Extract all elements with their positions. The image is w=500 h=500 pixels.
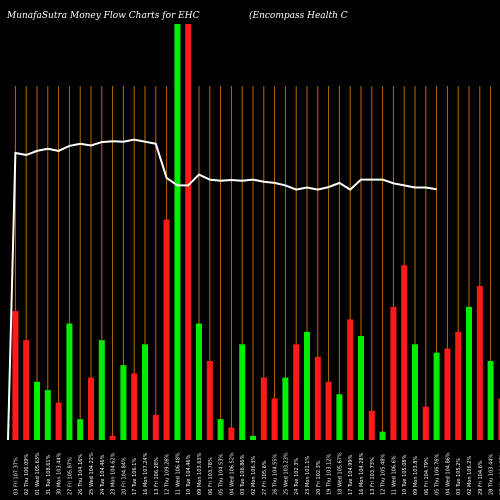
x-tick-label: 16 Mon 104.28% (359, 452, 365, 495)
money-flow-bar (271, 398, 278, 440)
x-tick-label: 30 Mon 103.44% (57, 452, 63, 495)
money-flow-bars (12, 24, 500, 440)
money-flow-bar (358, 336, 364, 440)
money-flow-bar (304, 331, 310, 440)
x-tick-label: 02 Mon 106.3% (251, 456, 257, 495)
money-flow-bar (466, 306, 472, 440)
money-flow-bar (77, 419, 84, 440)
money-flow-bar (163, 219, 170, 440)
money-flow-bar (336, 394, 343, 440)
money-flow-bar (55, 402, 62, 440)
x-tick-label: 25 Wed 104.22% (89, 452, 95, 495)
x-tick-label: 29 Fri 104.6% (478, 460, 484, 495)
x-tick-label: 02 Thu 106.09% (24, 454, 30, 495)
money-flow-bar (12, 311, 19, 440)
x-tick-label: 04 Wed 106.52% (229, 452, 235, 495)
x-tick-label: 23 Mon 104.62% (111, 452, 117, 495)
x-tick-label: 04 Wed 104.86% (445, 452, 451, 495)
money-flow-bar (476, 286, 483, 440)
money-flow-bar (444, 348, 451, 440)
price-line (7, 138, 437, 441)
x-tick-label: 20 Fri 104.84% (121, 457, 127, 495)
money-flow-bar (260, 377, 267, 440)
x-tick-labels: 03 Fri 107.37% 02 Thu 106.09% 01 Wed 105.6… (13, 452, 500, 495)
x-tick-label: 13 Fri 106.28% (154, 457, 160, 495)
x-tick-label: 26 Thu 104.55% (273, 454, 279, 495)
x-tick-label: 12 Thu 105.48% (381, 454, 387, 495)
money-flow-bar (217, 419, 224, 440)
money-flow-bar (34, 381, 40, 440)
chart-title: MunafaSutra Money Flow Charts for EHC (7, 11, 200, 21)
x-tick-label: 24 Tue 104.46% (100, 454, 106, 495)
x-tick-label: 01 Wed 105.63% (35, 452, 41, 495)
x-tick-label: 03 Tue 106.86% (240, 454, 246, 495)
x-tick-label: 18 Wed 105.67% (337, 452, 343, 495)
money-flow-bar (433, 352, 440, 440)
x-tick-label: 13 Fri 103.73% (370, 457, 376, 495)
money-flow-bar (131, 373, 138, 440)
x-tick-label: 05 Thu 104.53% (219, 454, 225, 495)
x-tick-label: 06 Fri 104.79% (424, 457, 430, 495)
x-tick-label: 27 Fri 105.87% (67, 457, 73, 495)
x-tick-label: 03 Tue 105.2% (456, 458, 462, 495)
x-tick-label: 20 Fri 102.3% (316, 460, 322, 495)
money-flow-bar (142, 344, 148, 440)
money-flow-bar (401, 265, 408, 440)
x-tick-label: 10 Tue 104.46% (186, 454, 192, 495)
money-flow-bar (98, 340, 105, 440)
money-flow-bar (152, 415, 159, 440)
x-tick-label: 02 Mon 106.2% (467, 456, 473, 495)
money-flow-bar (250, 435, 256, 440)
x-tick-label: 16 Mon 107.24% (143, 452, 149, 495)
x-tick-label: 03 Fri 107.37% (13, 457, 19, 495)
money-flow-bar (174, 24, 181, 440)
money-flow-bar (412, 344, 418, 440)
x-tick-label: 10 Tue 105.08% (402, 454, 408, 495)
x-tick-label: 17 Tue 104.99% (348, 454, 354, 495)
chart-subtitle: (Encompass Health C (249, 11, 348, 21)
money-flow-bar (325, 381, 332, 440)
x-tick-label: 27 Fri 105.6% (262, 460, 268, 495)
money-flow-bar (109, 435, 116, 440)
money-flow-bar (498, 398, 500, 440)
x-tick-label: 17 Tue 106.1% (132, 458, 138, 495)
money-flow-bar (66, 323, 73, 440)
x-tick-label: 19 Thu 103.12% (327, 454, 333, 495)
money-flow-bar (185, 24, 192, 440)
x-tick-label: 06 Fri 103.78% (208, 457, 214, 495)
money-flow-bar (239, 344, 246, 440)
money-flow-bar (390, 306, 397, 440)
x-tick-label: 23 Mon 101.1% (305, 456, 311, 495)
money-flow-bar (120, 365, 127, 440)
x-tick-label: 31 Tue 108.61% (46, 454, 52, 495)
x-tick-label: 09 Mon 103.63% (197, 452, 203, 495)
x-tick-label: 12 Thu 109.26% (165, 454, 171, 495)
money-flow-bar (228, 427, 235, 440)
money-flow-bar (379, 431, 386, 440)
x-tick-label: 28 Thu 103.44% (489, 454, 495, 495)
money-flow-bar (347, 319, 354, 440)
x-tick-label: 25 Wed 103.23% (283, 452, 289, 495)
money-flow-bar (88, 377, 94, 440)
money-flow-bar (23, 340, 30, 440)
x-tick-label: 09 Mon 103.8% (413, 456, 419, 495)
x-tick-label: 26 Thu 104.16% (78, 454, 84, 495)
money-flow-bar (368, 410, 375, 440)
money-flow-bar (44, 390, 51, 440)
money-flow-bar (196, 323, 202, 440)
money-flow-bar (487, 360, 494, 440)
money-flow-bar (293, 344, 300, 440)
money-flow-bar (422, 406, 429, 440)
x-tick-label: 05 Thu 106.76% (435, 454, 441, 495)
money-flow-bar (206, 360, 213, 440)
x-tick-label: 11 Wed 106.6% (391, 455, 397, 495)
x-tick-label: 24 Tue 102.3% (294, 458, 300, 495)
money-flow-bar (282, 377, 289, 440)
money-flow-bar (455, 331, 462, 440)
money-flow-bar (314, 356, 321, 440)
x-tick-label: 11 Wed 106.48% (175, 452, 181, 495)
